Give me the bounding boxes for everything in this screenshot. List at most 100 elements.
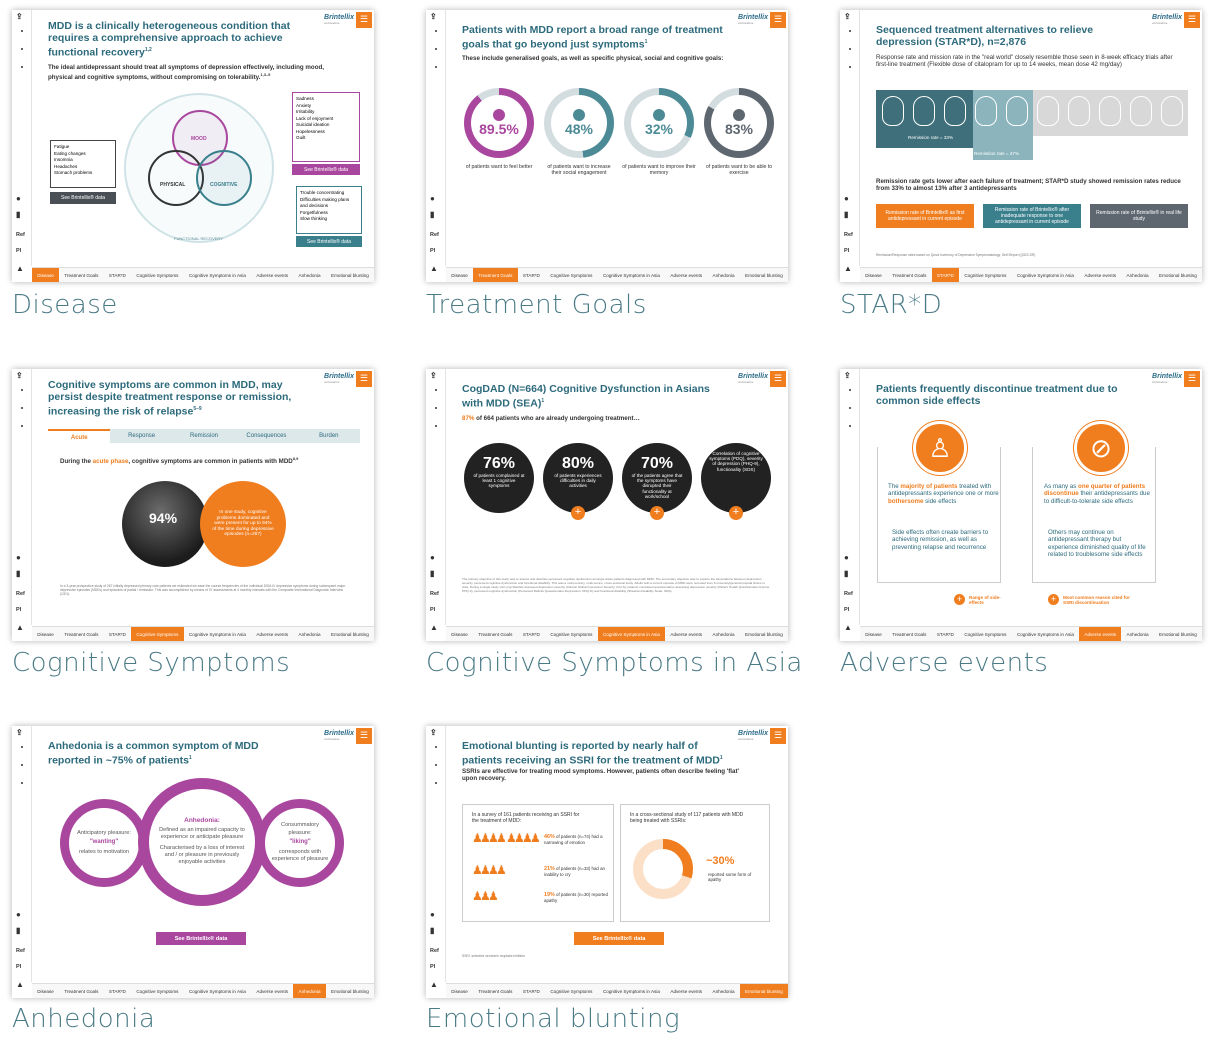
- nav-cognitive-asia[interactable]: Cognitive Symptoms in Asia: [188, 272, 246, 278]
- nav-blunting[interactable]: Emotional blunting: [331, 272, 369, 278]
- menu-icon[interactable]: ☰: [356, 371, 372, 387]
- nav-cognitive-asia[interactable]: Cognitive Symptoms in Asia: [1016, 631, 1074, 637]
- nav-treatment-goals[interactable]: Treatment Goals: [64, 272, 99, 278]
- nav-anhedonia[interactable]: Anhedonia: [712, 631, 735, 637]
- user-icon[interactable]: ●: [430, 194, 435, 203]
- nav-cognitive[interactable]: Cognitive Symptoms: [550, 988, 593, 994]
- nav-treatment-goals[interactable]: Treatment Goals: [892, 631, 927, 637]
- slide-cognitive[interactable]: ⇪ ● ▮ Ref PI ▲ Brintellix vortioxetine ☰ …: [12, 369, 374, 641]
- see-data-button-mood[interactable]: See Brintellix® data: [292, 164, 360, 175]
- nav-disease[interactable]: Disease: [37, 988, 54, 994]
- pi-link[interactable]: PI: [844, 607, 850, 613]
- slide-disease[interactable]: ⇪ ● ▮ Ref PI ▲ Brintellix vortioxetine ☰ …: [12, 10, 374, 282]
- tab-acute[interactable]: Acute: [48, 429, 111, 443]
- nav-stard[interactable]: STAR*D: [108, 988, 126, 994]
- home-icon[interactable]: ▲: [844, 264, 852, 273]
- pi-link[interactable]: PI: [16, 607, 22, 613]
- nav-disease[interactable]: Disease: [865, 631, 882, 637]
- pi-link[interactable]: PI: [844, 248, 850, 254]
- user-icon[interactable]: ●: [430, 553, 435, 562]
- nav-disease[interactable]: Disease: [451, 988, 468, 994]
- brintellix-real-life-button[interactable]: Remission rate of Brintellix® in real li…: [1090, 204, 1188, 228]
- tab-burden[interactable]: Burden: [319, 433, 339, 439]
- nav-disease[interactable]: Disease: [865, 272, 882, 278]
- nav-anhedonia[interactable]: Anhedonia: [1126, 272, 1149, 278]
- share-icon[interactable]: ⇪: [844, 12, 851, 21]
- nav-adverse[interactable]: Adverse events: [670, 272, 703, 278]
- nav-adverse[interactable]: Adverse events: [256, 272, 289, 278]
- nav-cognitive-asia[interactable]: Cognitive Symptoms in Asia: [597, 627, 666, 641]
- slide-treatment-goals[interactable]: ⇪ ● ▮ Ref PI ▲ Brintellix vortioxetine ☰ …: [426, 10, 788, 282]
- nav-blunting[interactable]: Emotional blunting: [745, 631, 783, 637]
- home-icon[interactable]: ▲: [430, 980, 438, 989]
- nav-stard[interactable]: STAR*D: [108, 631, 126, 637]
- user-icon[interactable]: ●: [16, 910, 21, 919]
- user-icon[interactable]: ●: [844, 553, 849, 562]
- home-icon[interactable]: ▲: [16, 264, 24, 273]
- nav-cognitive-asia[interactable]: Cognitive Symptoms in Asia: [188, 988, 246, 994]
- nav-treatment-goals[interactable]: Treatment Goals: [478, 631, 513, 637]
- nav-blunting[interactable]: Emotional blunting: [331, 631, 369, 637]
- doc-icon[interactable]: ▮: [430, 210, 435, 219]
- see-data-button[interactable]: See Brintellix® data: [156, 932, 246, 945]
- doc-icon[interactable]: ▮: [430, 926, 435, 935]
- nav-adverse[interactable]: Adverse events: [1084, 272, 1117, 278]
- menu-icon[interactable]: ☰: [770, 371, 786, 387]
- menu-icon[interactable]: ☰: [1184, 371, 1200, 387]
- menu-icon[interactable]: ☰: [1184, 12, 1200, 28]
- see-data-button[interactable]: See Brintellix® data: [574, 932, 664, 945]
- doc-icon[interactable]: ▮: [16, 569, 21, 578]
- brintellix-first-button[interactable]: Remission rate of Brintellix® as first a…: [876, 204, 974, 228]
- menu-icon[interactable]: ☰: [356, 728, 372, 744]
- home-icon[interactable]: ▲: [16, 623, 24, 632]
- share-icon[interactable]: ⇪: [430, 728, 437, 737]
- doc-icon[interactable]: ▮: [16, 210, 21, 219]
- user-icon[interactable]: ●: [430, 910, 435, 919]
- home-icon[interactable]: ▲: [430, 623, 438, 632]
- nav-disease[interactable]: Disease: [37, 631, 54, 637]
- slide-anhedonia[interactable]: ⇪ ● ▮ Ref PI ▲ Brintellix vortioxetine ☰ …: [12, 726, 374, 998]
- ref-link[interactable]: Ref: [16, 232, 25, 238]
- nav-blunting[interactable]: Emotional blunting: [739, 984, 788, 998]
- nav-disease[interactable]: Disease: [32, 268, 60, 282]
- menu-icon[interactable]: ☰: [770, 728, 786, 744]
- nav-blunting[interactable]: Emotional blunting: [1159, 272, 1197, 278]
- ref-link[interactable]: Ref: [16, 948, 25, 954]
- nav-cognitive-asia[interactable]: Cognitive Symptoms in Asia: [602, 272, 660, 278]
- nav-stard[interactable]: STAR*D: [522, 272, 540, 278]
- pi-link[interactable]: PI: [430, 607, 436, 613]
- nav-treatment-goals[interactable]: Treatment Goals: [892, 272, 927, 278]
- doc-icon[interactable]: ▮: [430, 569, 435, 578]
- nav-disease[interactable]: Disease: [451, 631, 468, 637]
- nav-cognitive-asia[interactable]: Cognitive Symptoms in Asia: [188, 631, 246, 637]
- nav-treatment-goals[interactable]: Treatment Goals: [473, 268, 518, 282]
- nav-anhedonia[interactable]: Anhedonia: [298, 272, 321, 278]
- ref-link[interactable]: Ref: [430, 591, 439, 597]
- nav-stard[interactable]: STAR*D: [936, 631, 954, 637]
- nav-adverse[interactable]: Adverse events: [256, 631, 289, 637]
- nav-adverse[interactable]: Adverse events: [670, 631, 703, 637]
- ref-link[interactable]: Ref: [844, 591, 853, 597]
- slide-cognitive-asia[interactable]: ⇪ ● ▮ Ref PI ▲ Brintellix vortioxetine ☰ …: [426, 369, 788, 641]
- nav-cognitive[interactable]: Cognitive Symptoms: [136, 988, 179, 994]
- nav-anhedonia[interactable]: Anhedonia: [293, 984, 326, 998]
- home-icon[interactable]: ▲: [844, 623, 852, 632]
- user-icon[interactable]: ●: [844, 194, 849, 203]
- discontinuation-reason-link[interactable]: + Most common reason cited for SSRI disc…: [1048, 594, 1139, 605]
- nav-anhedonia[interactable]: Anhedonia: [712, 272, 735, 278]
- see-data-button[interactable]: See Brintellix® data: [50, 192, 116, 204]
- expand-plus-icon[interactable]: +: [571, 506, 585, 520]
- tab-remission[interactable]: Remission: [190, 433, 219, 439]
- nav-stard[interactable]: STAR*D: [108, 272, 126, 278]
- nav-blunting[interactable]: Emotional blunting: [331, 988, 369, 994]
- home-icon[interactable]: ▲: [16, 980, 24, 989]
- menu-icon[interactable]: ☰: [770, 12, 786, 28]
- share-icon[interactable]: ⇪: [430, 371, 437, 380]
- ref-link[interactable]: Ref: [430, 948, 439, 954]
- nav-stard[interactable]: STAR*D: [522, 631, 540, 637]
- nav-cognitive-asia[interactable]: Cognitive Symptoms in Asia: [1016, 272, 1074, 278]
- pi-link[interactable]: PI: [430, 964, 436, 970]
- menu-icon[interactable]: ☰: [356, 12, 372, 28]
- user-icon[interactable]: ●: [16, 553, 21, 562]
- nav-adverse[interactable]: Adverse events: [1079, 627, 1122, 641]
